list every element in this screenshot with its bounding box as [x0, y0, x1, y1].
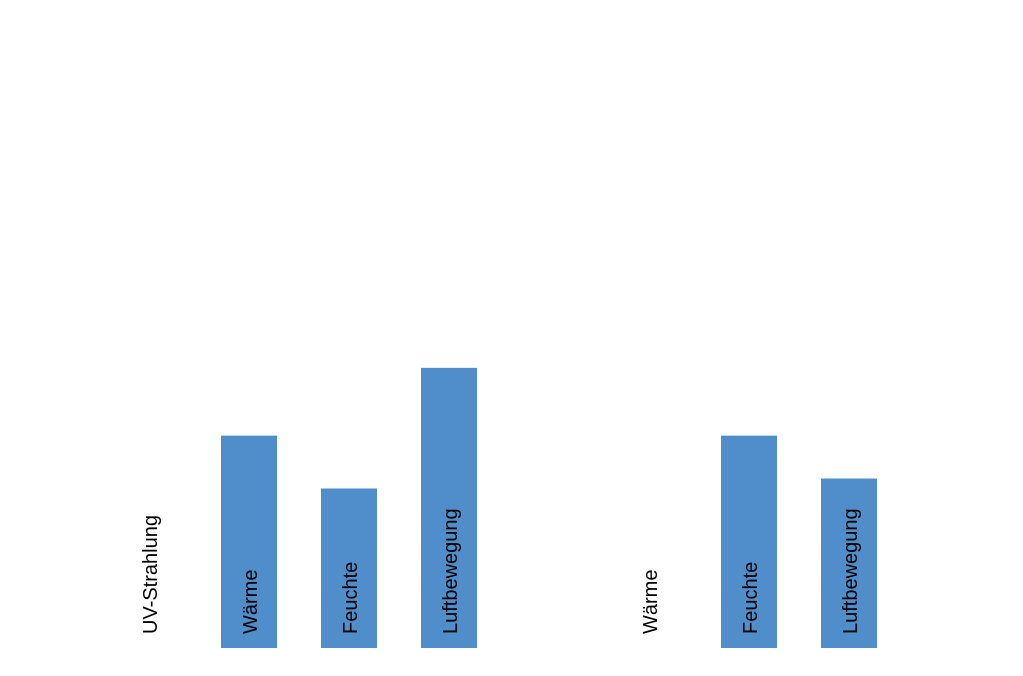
category-label: Wärme: [240, 570, 262, 634]
bar-wärme-1: [221, 435, 277, 648]
bars-layer: [221, 367, 877, 648]
bar-wärme-6: [721, 435, 777, 648]
category-label: Luftbewegung: [840, 508, 862, 634]
category-label: Feuchte: [340, 562, 362, 634]
bar-feuchte-2: [321, 488, 377, 648]
labels-layer: UV-Strahlung Wärme Feuchte Luftbewegung Wärm…: [140, 508, 862, 634]
category-label: Luftbewegung: [440, 508, 462, 634]
category-label: UV-Strahlung: [140, 515, 162, 634]
bar-feuchte-7: [821, 478, 877, 648]
bar-luftbewegung-3: [421, 367, 477, 648]
category-label: Feuchte: [740, 562, 762, 634]
category-label: Wärme: [640, 570, 662, 634]
